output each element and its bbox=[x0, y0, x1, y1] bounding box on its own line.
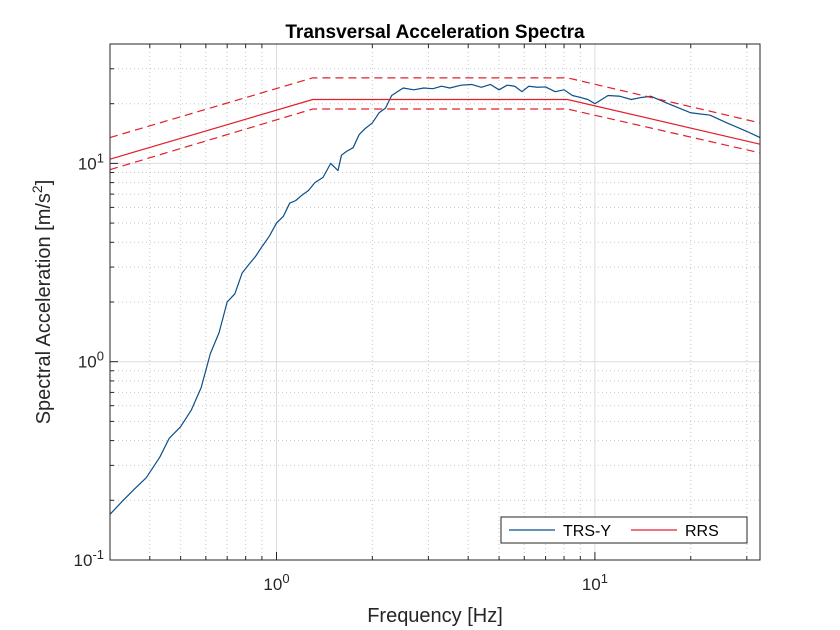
tick-base: 10 bbox=[78, 353, 97, 372]
y-tick-label: 101 bbox=[78, 150, 104, 174]
x-tick-label: 101 bbox=[582, 571, 608, 595]
y-axis-label-superscript: 2 bbox=[29, 185, 45, 193]
tick-exponent: 0 bbox=[97, 348, 104, 363]
series-bound-line-3 bbox=[109, 108, 761, 171]
tick-base: 10 bbox=[263, 575, 282, 594]
y-tick-label: 100 bbox=[78, 348, 104, 372]
y-axis-label-main: Spectral Acceleration [m/s bbox=[33, 193, 55, 424]
x-axis-label: Frequency [Hz] bbox=[367, 605, 503, 627]
series-line-rrs bbox=[109, 98, 761, 160]
series-line-trs-y bbox=[109, 83, 761, 515]
ticks-layer bbox=[109, 43, 748, 561]
tick-exponent: 0 bbox=[282, 571, 289, 586]
y-axis-label-end: ] bbox=[33, 180, 55, 186]
tick-base: 10 bbox=[74, 551, 93, 570]
legend: TRS-Y RRS bbox=[500, 516, 748, 544]
x-tick-labels: 100 101 bbox=[263, 571, 608, 595]
tick-base: 10 bbox=[582, 575, 601, 594]
y-axis-label: Spectral Acceleration [m/s2] bbox=[29, 180, 55, 425]
series-layer bbox=[109, 77, 761, 515]
tick-exponent: 1 bbox=[97, 150, 104, 165]
y-tick-label: 10-1 bbox=[74, 547, 104, 571]
series-bound-line-2 bbox=[109, 77, 761, 139]
tick-exponent: 1 bbox=[601, 571, 608, 586]
chart-title: Transversal Acceleration Spectra bbox=[285, 22, 585, 43]
tick-exponent: -1 bbox=[92, 547, 104, 562]
x-tick-label: 100 bbox=[263, 571, 289, 595]
tick-base: 10 bbox=[78, 154, 97, 173]
legend-label: TRS-Y bbox=[563, 523, 611, 540]
legend-label: RRS bbox=[685, 523, 719, 540]
